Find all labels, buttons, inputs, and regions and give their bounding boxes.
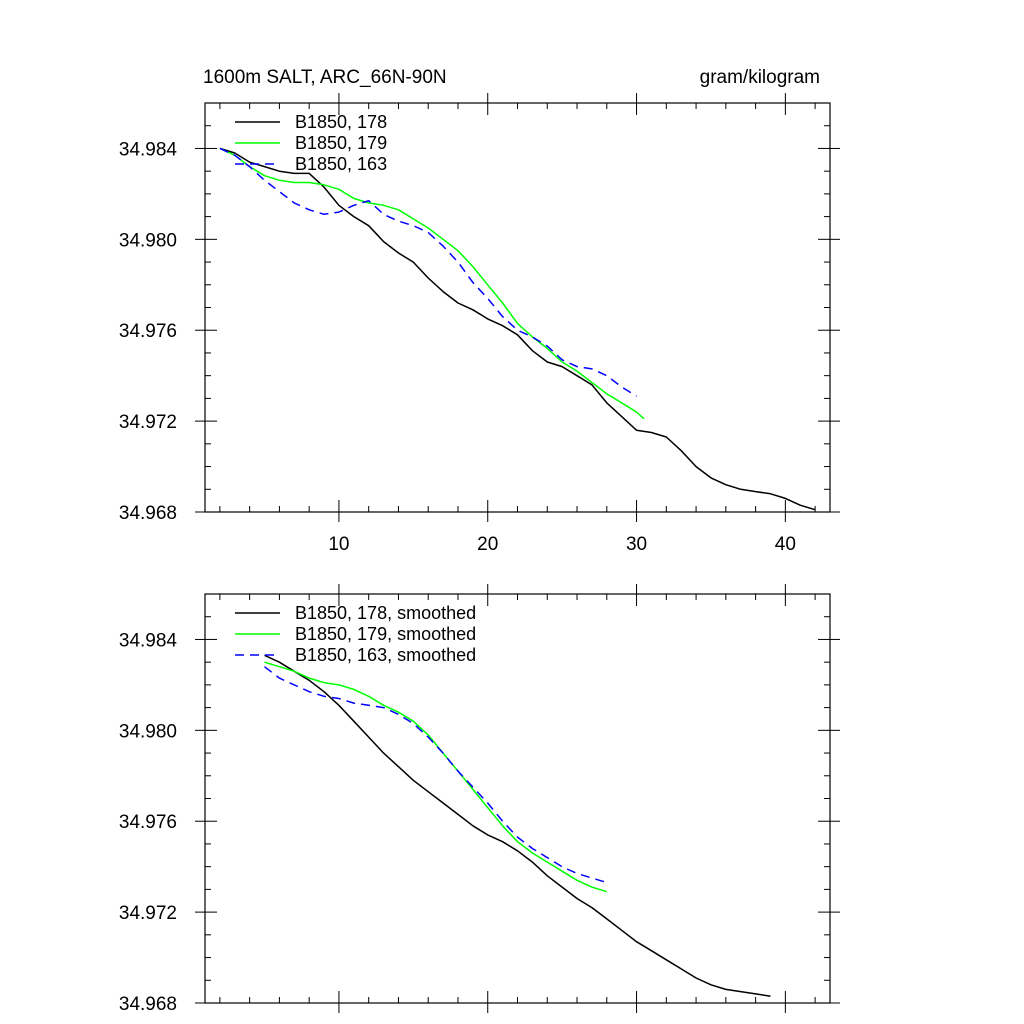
legend-label: B1850, 179: [295, 133, 387, 153]
series-line-3: [219, 147, 637, 397]
top-panel: 10 20 30 40 34.968 34.972 34.976 34.980 34.984 B1…: [119, 93, 840, 555]
series-line-3: [264, 666, 608, 884]
y-tick-label: 34.976: [119, 812, 177, 833]
series-line-1: [219, 147, 816, 511]
y-tick-label: 34.972: [119, 903, 177, 924]
y-tick-label: 34.980: [119, 230, 177, 251]
y-tick-label: 34.984: [119, 630, 178, 651]
x-tick-label: 30: [626, 534, 647, 555]
y-tick-label: 34.984: [119, 139, 178, 160]
y-tick-label: 34.972: [119, 412, 177, 433]
series-line-2: [219, 147, 645, 420]
legend-label: B1850, 179, smoothed: [295, 624, 476, 644]
x-tick-label: 10: [328, 534, 349, 555]
x-tick-label: 20: [477, 534, 498, 555]
y-tick-label: 34.968: [119, 994, 177, 1015]
y-tick-label: 34.976: [119, 321, 177, 342]
series-line-1: [264, 654, 771, 997]
y-tick-label: 34.968: [119, 503, 177, 524]
x-tick-label: 40: [775, 534, 796, 555]
y-tick-label: 34.980: [119, 721, 177, 742]
series-line-2: [264, 661, 608, 893]
legend-label: B1850, 163: [295, 154, 387, 174]
bottom-panel: 34.968 34.972 34.976 34.980 34.984 B1850, 178…: [119, 584, 840, 1015]
legend-label: B1850, 178: [295, 112, 387, 132]
legend-label: B1850, 178, smoothed: [295, 603, 476, 623]
units-label: gram/kilogram: [700, 67, 820, 88]
chart-title: 1600m SALT, ARC_66N-90N: [203, 67, 447, 88]
legend-label: B1850, 163, smoothed: [295, 645, 476, 665]
